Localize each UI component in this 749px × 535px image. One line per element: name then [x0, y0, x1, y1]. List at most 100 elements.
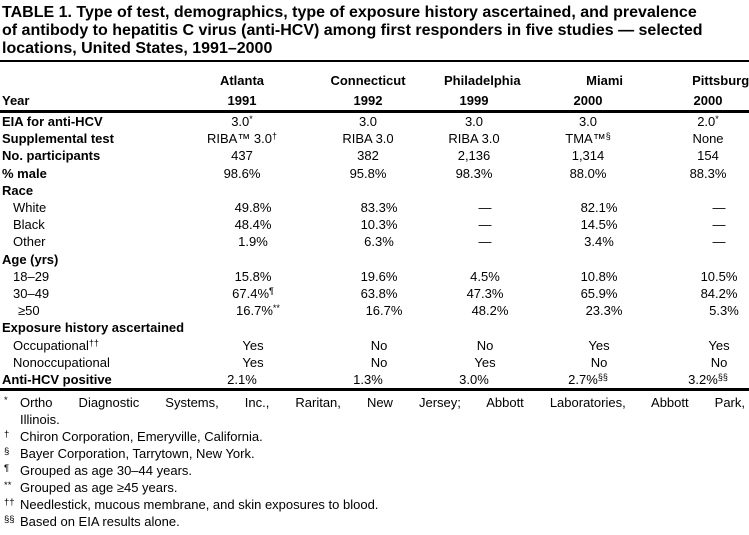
row-label: Occupational†† [13, 337, 99, 353]
table-cell: 19.6% [360, 268, 398, 284]
table-cell: — [712, 217, 726, 233]
row-label: 18–29 [13, 268, 50, 284]
table-cell: 437 [231, 148, 253, 164]
table-cell: No [590, 354, 608, 370]
column-header-atlanta: Atlanta [219, 73, 265, 88]
table-cell: 15.8% [234, 268, 272, 284]
row-label: Nonoccupational [13, 354, 110, 370]
table-cell: 6.3% [364, 234, 394, 250]
table-cell: — [712, 234, 726, 250]
table-cell: TMA™§ [565, 131, 611, 147]
table-cell: Yes [242, 337, 264, 353]
footnote-line: † Chiron Corporation, Emeryville, Califor… [4, 429, 263, 444]
table-cell: — [478, 200, 492, 216]
table-cell: 48.2% [471, 303, 509, 319]
table-cell: 98.3% [455, 165, 493, 181]
column-header-philadelphia: Philadelphia [444, 73, 521, 88]
footnotes: * Ortho Diagnostic Systems, Inc., Raritan… [0, 394, 749, 530]
row-label: % male [2, 165, 47, 181]
table-cell: 1.3% [353, 371, 383, 387]
table-cell: Yes [588, 337, 610, 353]
table-cell: 10.5% [700, 268, 738, 284]
footnote-line: §§ Based on EIA results alone. [4, 514, 180, 529]
table-cell: 4.5% [470, 268, 500, 284]
title-rule [0, 60, 749, 62]
table-cell: 10.3% [360, 217, 398, 233]
year-header-row: Year 1991 1992 1999 2000 2000 [0, 88, 749, 110]
table-cell: 83.3% [360, 200, 398, 216]
row-label: Anti-HCV positive [2, 371, 112, 387]
table-cell: 84.2% [700, 285, 738, 301]
table-cell: 154 [697, 148, 719, 164]
footnote-line: ¶ Grouped as age 30–44 years. [4, 463, 193, 478]
column-header-connecticut: Connecticut [330, 73, 406, 88]
row-label: Other [13, 234, 46, 250]
table-cell: 3.2%§§ [688, 371, 728, 387]
table-cell: No [370, 337, 388, 353]
footnote: § Bayer Corporation, Tarrytown, New York. [4, 445, 745, 462]
footnote: ¶ Grouped as age 30–44 years. [4, 462, 745, 479]
table-cell: 3.0 [464, 114, 484, 130]
table-row: EIA for anti-HCV 3.0* 3.0 3.0 3.0 2.0* [0, 113, 749, 130]
table-cell: 5.3% [709, 303, 739, 319]
table-cell: 3.0% [459, 371, 489, 387]
row-label: Race [2, 182, 34, 198]
table-row: No. participants 437 382 2,136 1,314 154 [0, 147, 749, 164]
table-cell: RIBA 3.0 [342, 131, 394, 147]
table-cell: 3.4% [584, 234, 614, 250]
row-label: Exposure history ascertained [2, 320, 185, 336]
table-cell: 67.4%¶ [232, 285, 274, 301]
table-row: 30–49 67.4%¶ 63.8% 47.3% 65.9% 84.2% [0, 285, 749, 302]
table-cell: RIBA 3.0 [448, 131, 500, 147]
table-row: Black 48.4% 10.3% — 14.5% — [0, 216, 749, 233]
table-cell: RIBA™ 3.0† [206, 131, 278, 147]
table-cell: — [712, 200, 726, 216]
row-label: Age (yrs) [2, 251, 59, 267]
table-cell: Yes [474, 354, 496, 370]
table-row: Supplemental test RIBA™ 3.0† RIBA 3.0 RIBA … [0, 130, 749, 147]
table-cell: 2,136 [457, 148, 491, 164]
row-label: No. participants [2, 148, 101, 164]
table-cell: 88.0% [569, 165, 607, 181]
table-cell: No [476, 337, 494, 353]
table-cell: None [692, 131, 724, 147]
table-cell: 3.0 [578, 114, 598, 130]
table-cell: 1,314 [571, 148, 605, 164]
table-row: Nonoccupational Yes No Yes No No [0, 354, 749, 371]
table-row: Exposure history ascertained [0, 319, 749, 336]
table-cell: No [370, 354, 388, 370]
footnote-line: § Bayer Corporation, Tarrytown, New York. [4, 446, 255, 461]
table-cell: 382 [357, 148, 379, 164]
table-header: Atlanta Connecticut Philadelphia Miami Pitts… [0, 62, 749, 110]
table-cell: Yes [708, 337, 730, 353]
bottom-rule [0, 388, 749, 391]
table-cell: 16.7%** [236, 303, 280, 319]
column-year-miami: 2000 [573, 93, 603, 108]
table-cell: 63.8% [360, 285, 398, 301]
row-label: Black [13, 217, 45, 233]
column-header-miami: Miami [586, 73, 623, 88]
table-cell: 95.8% [349, 165, 387, 181]
footnote: * Ortho Diagnostic Systems, Inc., Raritan… [4, 394, 745, 428]
footnote: §§ Based on EIA results alone. [4, 513, 745, 530]
row-label: EIA for anti-HCV [2, 114, 103, 130]
table-row: Other 1.9% 6.3% — 3.4% — [0, 233, 749, 250]
table-cell: 2.7%§§ [568, 371, 608, 387]
table-cell: 48.4% [234, 217, 272, 233]
column-year-atlanta: 1991 [227, 93, 257, 108]
document-page: TABLE 1. Type of test, demographics, typ… [0, 4, 749, 530]
footnote-line: †† Needlestick, mucous membrane, and skin… [4, 497, 379, 512]
header-rule [0, 110, 749, 113]
table-cell: 47.3% [466, 285, 504, 301]
table-cell: Yes [242, 354, 264, 370]
table-cell: 3.0* [231, 114, 253, 130]
table-cell: 3.0 [358, 114, 378, 130]
table-cell: 1.9% [238, 234, 268, 250]
footnote: † Chiron Corporation, Emeryville, Califor… [4, 428, 745, 445]
table-body: EIA for anti-HCV 3.0* 3.0 3.0 3.0 2.0* Supplem… [0, 113, 749, 388]
column-header-pittsburgh: Pittsburgh [692, 73, 749, 88]
column-year-philadelphia: 1999 [459, 93, 489, 108]
row-label: 30–49 [13, 285, 50, 301]
column-year-pittsburgh: 2000 [693, 93, 723, 108]
table-cell: 98.6% [223, 165, 261, 181]
